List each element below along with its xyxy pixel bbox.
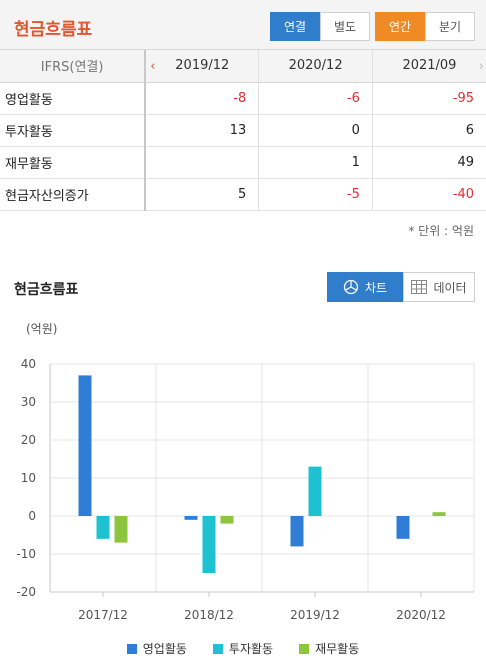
chart-view-button[interactable]: 차트 — [327, 272, 403, 302]
table-grid-icon — [411, 280, 428, 294]
cell-value: 6 — [372, 114, 486, 147]
bar-3 — [220, 516, 234, 524]
bar-1 — [396, 516, 410, 539]
separate-button[interactable]: 별도 — [320, 12, 370, 41]
table-header-row: IFRS(연결) ‹ 2019/12 2020/12 2021/09 › — [0, 50, 486, 83]
cell-value: 1 — [258, 146, 373, 179]
cell-value: 5 — [145, 178, 260, 211]
x-tick-label: 2020/12 — [396, 608, 446, 622]
table-row: 투자활동 13 0 6 — [0, 114, 486, 147]
data-button-label: 데이터 — [433, 280, 467, 295]
prev-arrow-icon[interactable]: ‹ — [150, 59, 156, 74]
chart-title: 현금흐름표 — [14, 282, 79, 298]
cashflow-table: IFRS(연결) ‹ 2019/12 2020/12 2021/09 › 영업활… — [0, 50, 486, 211]
year-header: 2020/12 — [258, 50, 373, 83]
cell-value: -8 — [145, 82, 260, 115]
bar-2 — [308, 466, 322, 516]
legend-item[interactable]: 영업활동 — [126, 640, 187, 657]
legend-swatch — [299, 643, 310, 654]
row-label: 투자활동 — [0, 114, 147, 147]
legend-label: 투자활동 — [228, 642, 274, 656]
legend-swatch — [126, 643, 137, 654]
y-tick-label: 10 — [21, 471, 36, 485]
bar-1 — [78, 375, 92, 516]
y-tick-label: 40 — [21, 357, 36, 371]
cell-value: -40 — [372, 178, 486, 211]
period-toggle: 연간 분기 — [375, 12, 475, 41]
y-tick-label: 30 — [21, 395, 36, 409]
consolidation-toggle: 연결 별도 — [270, 12, 370, 41]
year-label: 2020/12 — [288, 58, 343, 74]
data-view-button[interactable]: 데이터 — [403, 272, 475, 302]
cell-value: -95 — [372, 82, 486, 115]
view-toggle: 차트 데이터 — [327, 272, 475, 302]
next-arrow-icon[interactable]: › — [478, 59, 484, 74]
column-header-ifrs: IFRS(연결) — [0, 50, 147, 83]
pie-chart-icon — [343, 279, 359, 295]
bar-2 — [96, 516, 110, 539]
legend-item[interactable]: 재무활동 — [299, 640, 359, 657]
annual-button[interactable]: 연간 — [375, 12, 425, 41]
bar-1 — [290, 516, 304, 547]
page-title: 현금흐름표 — [14, 20, 93, 40]
cashflow-bar-chart: 40 30 20 10 0 -10 -20 2017/12 2018/12 2019/12 2020… — [16, 357, 475, 622]
table-row: 현금자산의증가 5 -5 -40 — [0, 178, 486, 211]
row-label: 현금자산의증가 — [0, 178, 147, 211]
x-tick-label: 2019/12 — [290, 608, 340, 622]
table-row: 영업활동 -8 -6 -95 — [0, 82, 486, 115]
bar-2 — [202, 516, 216, 573]
chart-unit-label: (억원) — [26, 322, 58, 336]
row-label: 재무활동 — [0, 146, 147, 179]
cell-value: -5 — [258, 178, 373, 211]
legend-item[interactable]: 투자활동 — [212, 640, 274, 657]
year-header: 2021/09 › — [372, 50, 486, 83]
legend-label: 영업활동 — [142, 642, 187, 656]
bar-3 — [114, 516, 128, 543]
y-tick-label: 0 — [28, 509, 36, 523]
cell-value: -6 — [258, 82, 373, 115]
chart-legend: 영업활동 투자활동 재무활동 — [0, 640, 486, 657]
header-bar: 현금흐름표 연결 별도 연간 분기 — [0, 0, 486, 50]
year-header: ‹ 2019/12 — [145, 50, 260, 83]
cell-value — [145, 146, 260, 179]
row-label: 영업활동 — [0, 82, 147, 115]
unit-note: * 단위 : 억원 — [408, 224, 474, 238]
year-label: 2021/09 — [402, 58, 457, 74]
year-label: 2019/12 — [175, 58, 230, 74]
y-tick-label: -10 — [16, 547, 36, 561]
consolidated-button[interactable]: 연결 — [270, 12, 320, 41]
legend-swatch — [212, 643, 223, 654]
table-row: 재무활동 1 49 — [0, 146, 486, 179]
y-tick-label: -20 — [16, 585, 36, 599]
y-tick-label: 20 — [21, 433, 36, 447]
x-tick-label: 2018/12 — [184, 608, 234, 622]
bar-3 — [432, 512, 446, 516]
bar-1 — [184, 516, 198, 520]
cell-value: 13 — [145, 114, 260, 147]
quarterly-button[interactable]: 분기 — [425, 12, 475, 41]
legend-label: 재무활동 — [315, 642, 360, 656]
chart-button-label: 차트 — [364, 280, 388, 295]
cell-value: 0 — [258, 114, 373, 147]
x-tick-label: 2017/12 — [78, 608, 128, 622]
cell-value: 49 — [372, 146, 486, 179]
